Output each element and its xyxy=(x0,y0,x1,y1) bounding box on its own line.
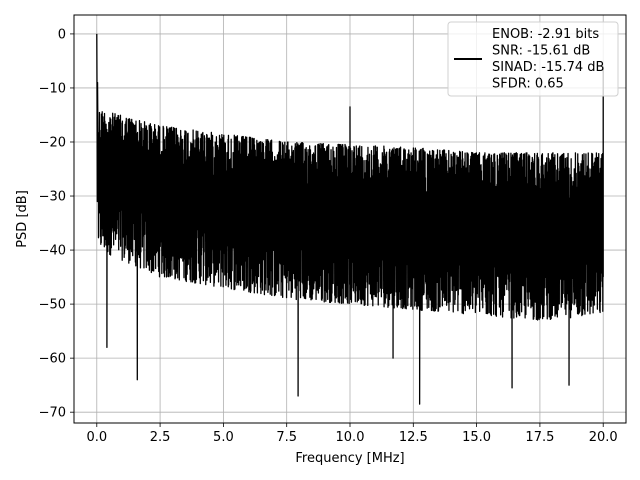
legend-line-snr: SNR: -15.61 dB xyxy=(492,44,590,59)
y-tick-label: −60 xyxy=(39,352,66,367)
x-tick-label: 20.0 xyxy=(589,430,618,445)
legend-box xyxy=(447,21,619,97)
x-tick-label: 10.0 xyxy=(336,430,365,445)
y-tick-label: −30 xyxy=(39,190,66,205)
x-tick-label: 15.0 xyxy=(462,430,491,445)
legend-line-enob: ENOB: -2.91 bits xyxy=(492,27,599,42)
legend-line-sinad: SINAD: -15.74 dB xyxy=(492,60,604,75)
legend-line-sfdr: SFDR: 0.65 xyxy=(492,77,564,92)
y-tick-label: −40 xyxy=(39,244,66,259)
x-tick-label: 7.5 xyxy=(276,430,297,445)
x-axis-label: Frequency [MHz] xyxy=(295,451,404,466)
y-tick-label: 0 xyxy=(58,27,66,42)
x-axis-ticks: 0.0 2.5 5.0 7.5 10.0 12.5 15.0 17.5 20.0 xyxy=(86,423,618,445)
psd-trace xyxy=(96,33,604,405)
legend: ENOB: -2.91 bits SNR: -15.61 dB SINAD: -… xyxy=(447,21,619,97)
x-tick-label: 12.5 xyxy=(399,430,428,445)
psd-line xyxy=(96,33,604,405)
y-axis-label: PSD [dB] xyxy=(15,190,30,248)
x-tick-label: 2.5 xyxy=(150,430,171,445)
y-axis-ticks: 0 −10 −20 −30 −40 −50 −60 −70 xyxy=(39,27,74,421)
x-tick-label: 5.0 xyxy=(213,430,234,445)
y-tick-label: −50 xyxy=(39,298,66,313)
x-tick-label: 17.5 xyxy=(525,430,554,445)
y-tick-label: −20 xyxy=(39,135,66,150)
x-tick-label: 0.0 xyxy=(86,430,107,445)
y-tick-label: −10 xyxy=(39,81,66,96)
y-tick-label: −70 xyxy=(39,406,66,421)
